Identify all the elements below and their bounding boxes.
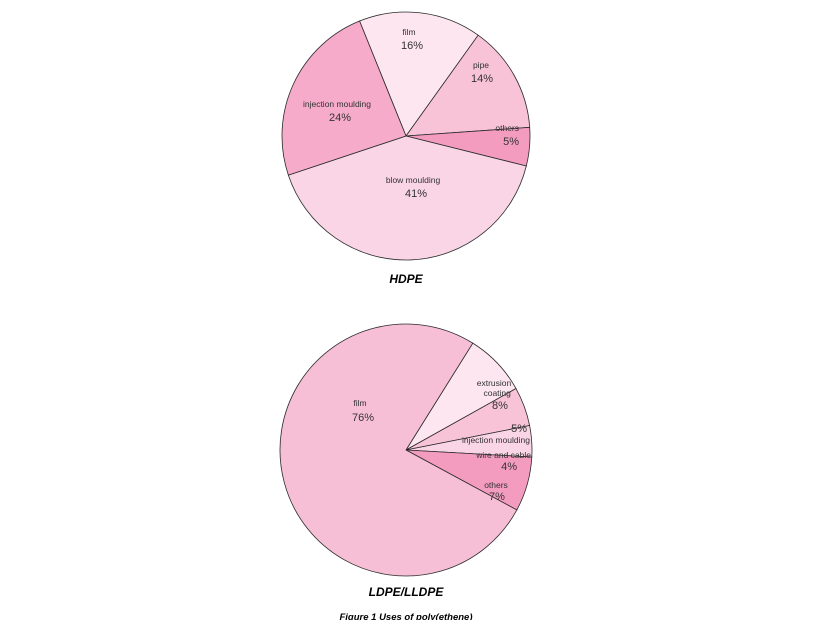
- pie-slice-hdpe-film: [359, 11, 479, 137]
- slice-value-hdpe-injection-moulding: 24%: [329, 112, 351, 124]
- slice-value-hdpe-others: 5%: [503, 136, 519, 148]
- chart-title-hdpe: HDPE: [389, 272, 423, 286]
- slice-value-ldpe-lldpe-film: 76%: [352, 412, 374, 424]
- slice-label-hdpe-pipe: pipe: [473, 60, 489, 70]
- slice-label-hdpe-blow-moulding: blow moulding: [386, 175, 441, 185]
- pie-slice-hdpe-pipe: [405, 34, 531, 137]
- slice-value-hdpe-blow-moulding: 41%: [405, 188, 427, 200]
- slice-label-ldpe-lldpe-others: others: [484, 480, 508, 490]
- pie-slice-hdpe-blow-moulding: [287, 135, 527, 261]
- slice-value-ldpe-lldpe-others: 7%: [489, 491, 505, 503]
- slice-label-ldpe-lldpe-injection-moulding: injection moulding: [462, 435, 530, 445]
- slice-label-hdpe-injection-moulding: injection moulding: [303, 99, 371, 109]
- slice-label-ldpe-lldpe-film: film: [353, 398, 366, 408]
- slice-value-ldpe-lldpe-extrusion-coating: 8%: [492, 400, 508, 412]
- pie-chart-hdpe: film 16% pipe 14% others 5% blow moulding 41% in…: [281, 11, 531, 261]
- figure-caption: Figure 1 Uses of poly(ethene): [339, 612, 472, 620]
- pie-slice-hdpe-injection-moulding: [281, 20, 407, 176]
- slice-value-ldpe-lldpe-wire-and-cable: 4%: [501, 461, 517, 473]
- slice-value-hdpe-pipe: 14%: [471, 73, 493, 85]
- slice-value-hdpe-film: 16%: [401, 40, 423, 52]
- pie-slice-ldpe-lldpe-film: [279, 323, 518, 577]
- slice-label-hdpe-film: film: [402, 27, 415, 37]
- slice-value-ldpe-lldpe-injection-moulding: 5%: [511, 423, 527, 435]
- chart-title-ldpe-lldpe: LDPE/LLDPE: [369, 585, 445, 599]
- slice-label-ldpe-lldpe-extrusion-coating: extrusion coating: [477, 378, 512, 398]
- slice-label-hdpe-others: others: [495, 123, 519, 133]
- slice-label-ldpe-lldpe-wire-and-cable: wire and cable: [475, 450, 531, 460]
